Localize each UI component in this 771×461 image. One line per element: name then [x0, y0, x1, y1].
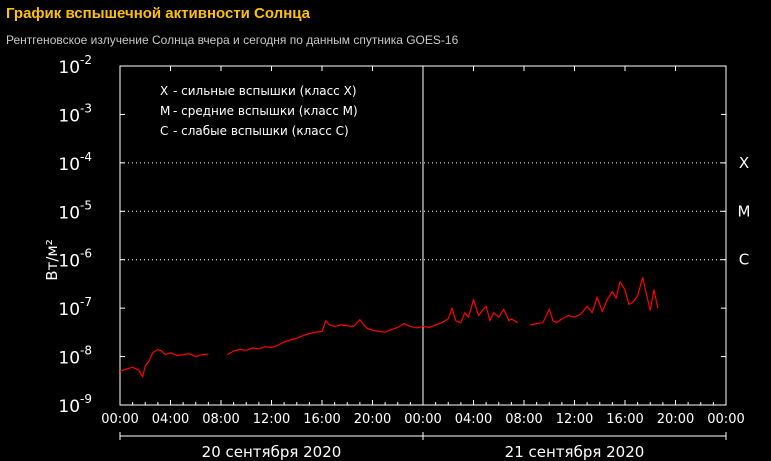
class-grid: X M C: [120, 154, 750, 269]
series-lines: [119, 276, 659, 378]
day-label: 20 сентября 2020: [202, 443, 342, 461]
y-tick-label: 10-4: [58, 150, 92, 175]
xray-flux-line: [119, 348, 209, 378]
xray-flux-line: [227, 319, 424, 356]
x-tick-label: 12:00: [253, 412, 290, 427]
y-tick-label: 10-8: [58, 344, 92, 369]
legend-entry: - сильные вспышки (класс X): [173, 84, 357, 98]
y-tick-label: 10-2: [58, 53, 92, 78]
legend-letter: M: [160, 104, 170, 118]
class-label: M: [738, 202, 751, 220]
xray-flux-line: [530, 276, 659, 326]
x-tick-label: 20:00: [354, 412, 391, 427]
y-tick-label: 10-3: [58, 101, 92, 126]
x-tick-label: 16:00: [303, 412, 340, 427]
legend-letter: X: [160, 84, 168, 98]
x-axis: 00:00 04:00 08:00 12:00 16:00 20:00 00:00 04:00…: [101, 66, 745, 427]
x-tick-label: 08:00: [505, 412, 542, 427]
x-tick-label: 00:00: [101, 412, 138, 427]
day-labels: 20 сентября 2020 21 сентября 2020: [119, 432, 727, 461]
legend-entry: - слабые вспышки (класс C): [173, 124, 349, 138]
y-tick-label: 10-7: [58, 295, 92, 320]
x-tick-label: 08:00: [202, 412, 239, 427]
chart-title: График вспышечной активности Солнца: [6, 5, 311, 22]
y-axis: 10-2 10-3 10-4 10-5 10-6 10-7 10-8 10-9: [58, 53, 726, 417]
x-tick-label: 12:00: [556, 412, 593, 427]
x-tick-label: 20:00: [657, 412, 694, 427]
legend-letter: C: [160, 124, 168, 138]
y-tick-label: 10-5: [58, 198, 92, 223]
day-label: 21 сентября 2020: [505, 443, 645, 461]
legend: X - сильные вспышки (класс X)M - средние в…: [160, 84, 358, 138]
x-tick-label: 04:00: [455, 412, 492, 427]
y-axis-label: Вт/м²: [43, 239, 61, 280]
x-tick-label: 04:00: [152, 412, 189, 427]
x-tick-label: 00:00: [404, 412, 441, 427]
class-label: C: [739, 251, 749, 269]
legend-entry: - средние вспышки (класс M): [173, 104, 358, 118]
xray-flux-line: [422, 299, 519, 328]
class-label: X: [739, 154, 749, 172]
y-tick-label: 10-9: [58, 392, 92, 417]
y-tick-label: 10-6: [58, 247, 92, 272]
chart-subtitle: Рентгеновское излучение Солнца вчера и с…: [6, 33, 459, 47]
x-tick-label: 00:00: [707, 412, 744, 427]
x-tick-label: 16:00: [606, 412, 643, 427]
